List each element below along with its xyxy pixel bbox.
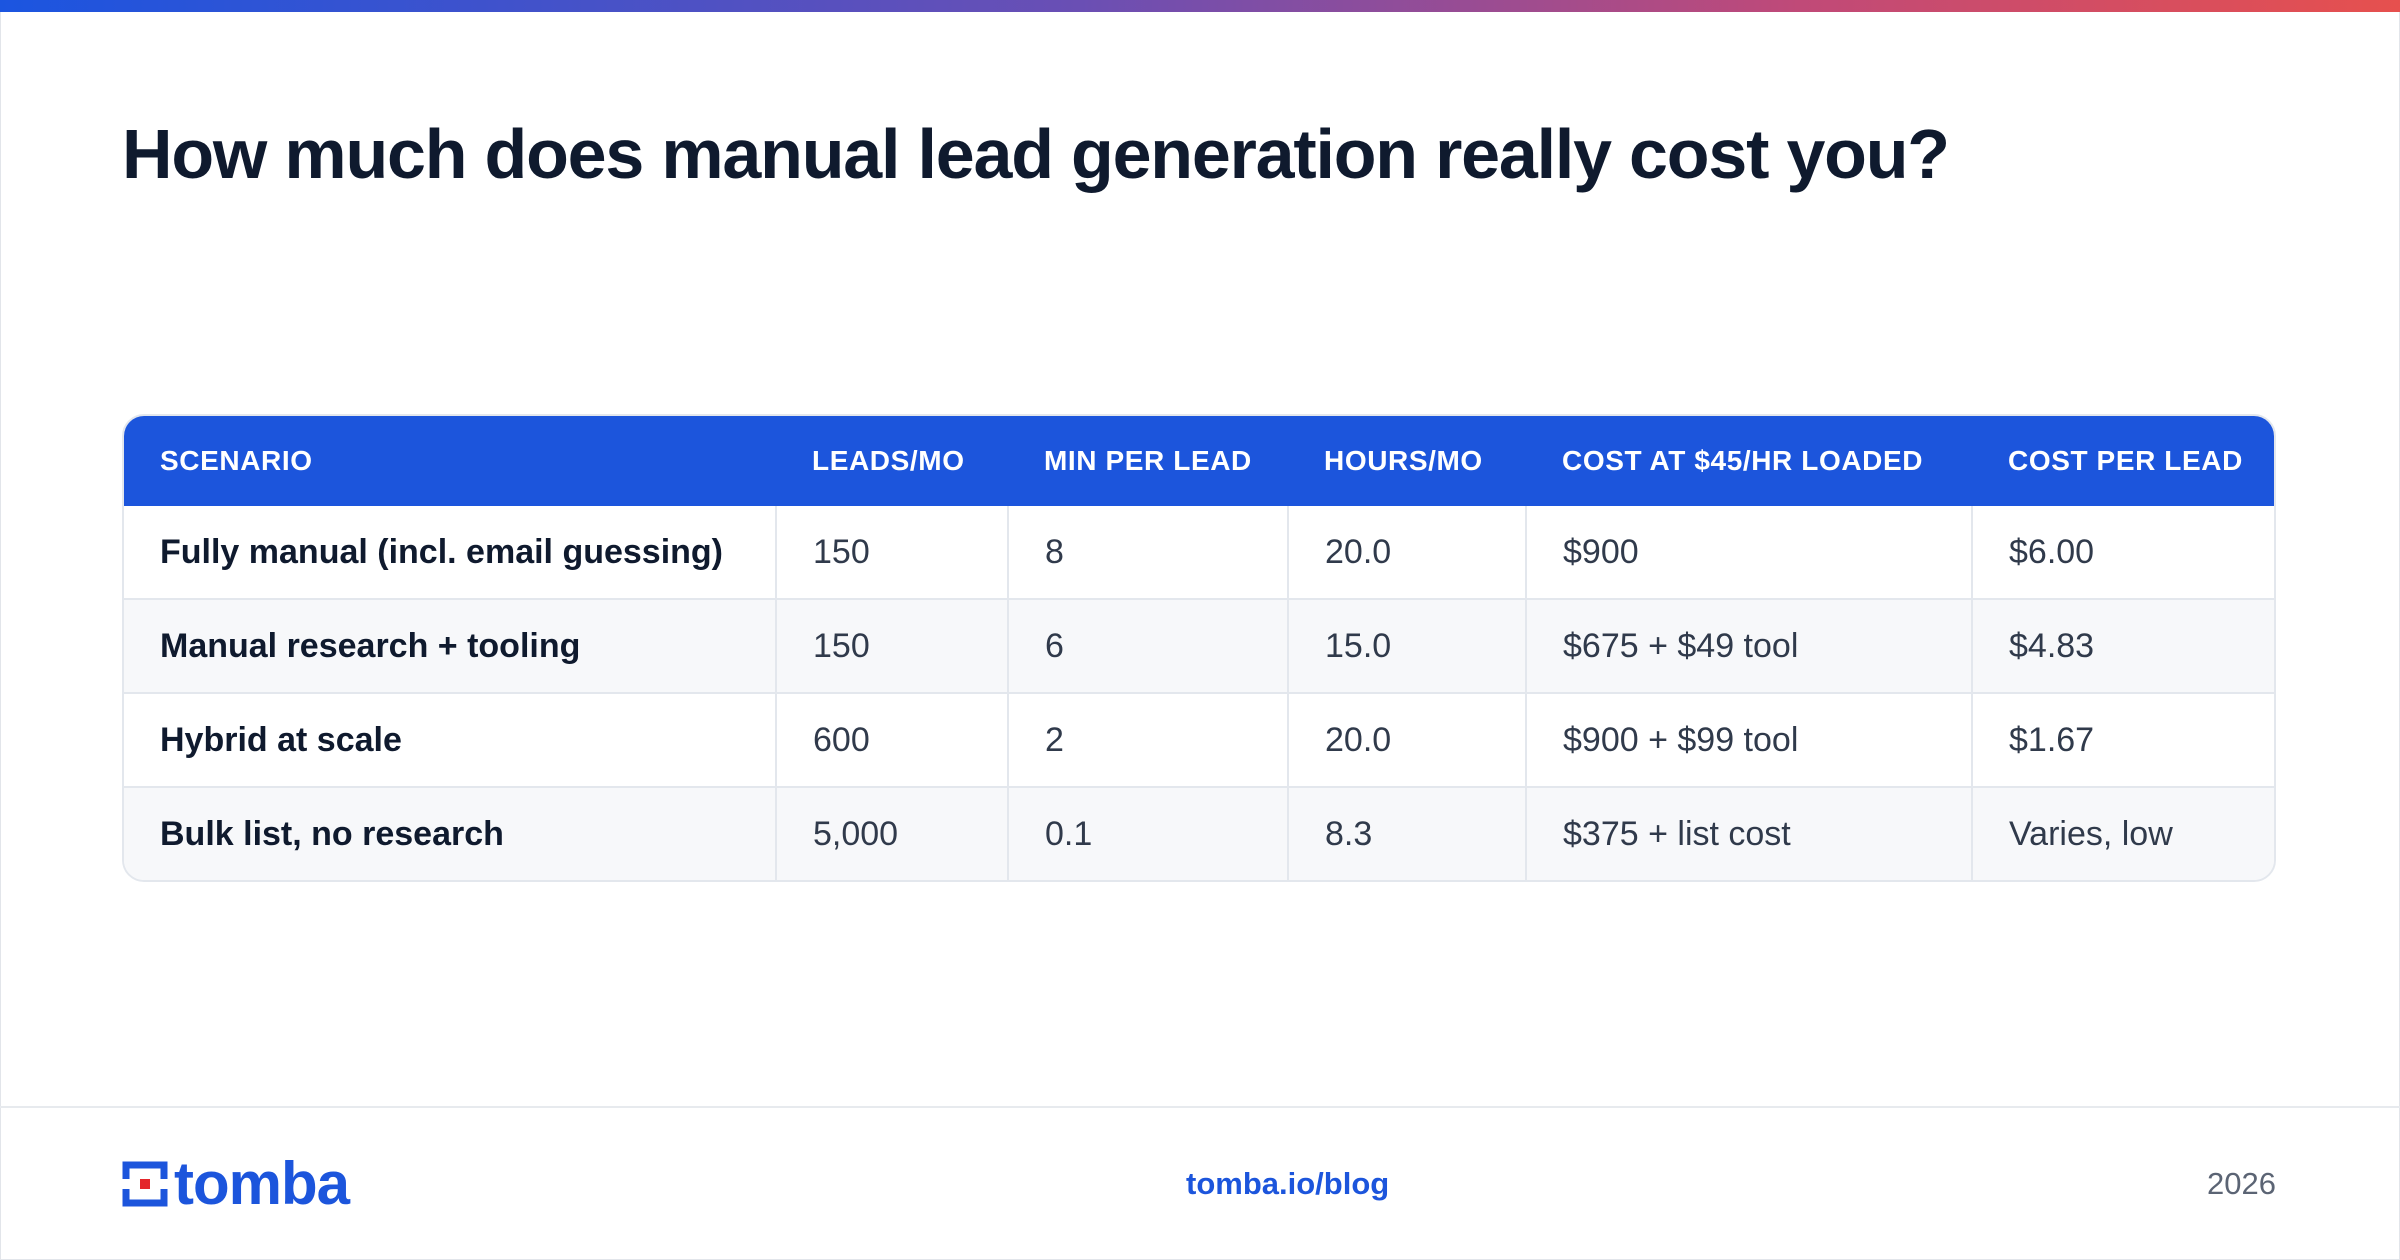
cell-scenario: Hybrid at scale (124, 692, 776, 787)
cost-table: SCENARIO LEADS/MO MIN PER LEAD HOURS/MO … (124, 416, 2274, 880)
column-header-cost-per-lead: COST PER LEAD (1972, 416, 2274, 506)
table-row: Fully manual (incl. email guessing) 150 … (124, 506, 2274, 599)
cell-scenario: Manual research + tooling (124, 598, 776, 693)
cell-cost-loaded: $375 + list cost (1525, 786, 1972, 880)
cell-min-per-lead: 8 (1007, 506, 1288, 599)
blog-link[interactable]: tomba.io/blog (1186, 1166, 1390, 1201)
column-header-hours-per-month: HOURS/MO (1288, 416, 1526, 506)
tomba-logo-icon (122, 1161, 168, 1207)
tomba-logo[interactable]: tomba (122, 1150, 350, 1217)
cell-min-per-lead: 0.1 (1007, 786, 1288, 880)
cell-cost-per-lead: $4.83 (1971, 598, 2274, 693)
cell-leads-per-month: 5,000 (775, 786, 1008, 880)
cell-min-per-lead: 2 (1007, 692, 1288, 787)
cell-leads-per-month: 600 (775, 692, 1008, 787)
page-title: How much does manual lead generation rea… (122, 115, 1950, 193)
table-row: Manual research + tooling 150 6 15.0 $67… (124, 598, 2274, 693)
table-row: Hybrid at scale 600 2 20.0 $900 + $99 to… (124, 692, 2274, 787)
cell-cost-per-lead: $1.67 (1971, 692, 2274, 787)
top-gradient-bar (0, 0, 2400, 12)
cost-table-container: SCENARIO LEADS/MO MIN PER LEAD HOURS/MO … (122, 414, 2276, 882)
cell-hours-per-month: 20.0 (1287, 506, 1526, 599)
cell-leads-per-month: 150 (775, 598, 1008, 693)
column-header-scenario: SCENARIO (124, 416, 776, 506)
cell-scenario: Fully manual (incl. email guessing) (124, 506, 776, 599)
cell-hours-per-month: 15.0 (1287, 598, 1526, 693)
table-header-row: SCENARIO LEADS/MO MIN PER LEAD HOURS/MO … (124, 416, 2274, 506)
table-row: Bulk list, no research 5,000 0.1 8.3 $37… (124, 786, 2274, 880)
cell-cost-loaded: $900 (1525, 506, 1972, 599)
cell-cost-loaded: $900 + $99 tool (1525, 692, 1972, 787)
cell-cost-loaded: $675 + $49 tool (1525, 598, 1972, 693)
column-header-leads-per-month: LEADS/MO (776, 416, 1008, 506)
footer-year: 2026 (2207, 1166, 2276, 1201)
cell-cost-per-lead: $6.00 (1971, 506, 2274, 599)
cell-leads-per-month: 150 (775, 506, 1008, 599)
column-header-cost-loaded: COST AT $45/HR LOADED (1526, 416, 1972, 506)
cell-cost-per-lead: Varies, low (1971, 786, 2274, 880)
column-header-min-per-lead: MIN PER LEAD (1008, 416, 1288, 506)
cell-hours-per-month: 8.3 (1287, 786, 1526, 880)
cell-scenario: Bulk list, no research (124, 786, 776, 880)
footer-divider (0, 1106, 2400, 1108)
cell-hours-per-month: 20.0 (1287, 692, 1526, 787)
cell-min-per-lead: 6 (1007, 598, 1288, 693)
logo-wordmark: tomba (174, 1150, 350, 1217)
